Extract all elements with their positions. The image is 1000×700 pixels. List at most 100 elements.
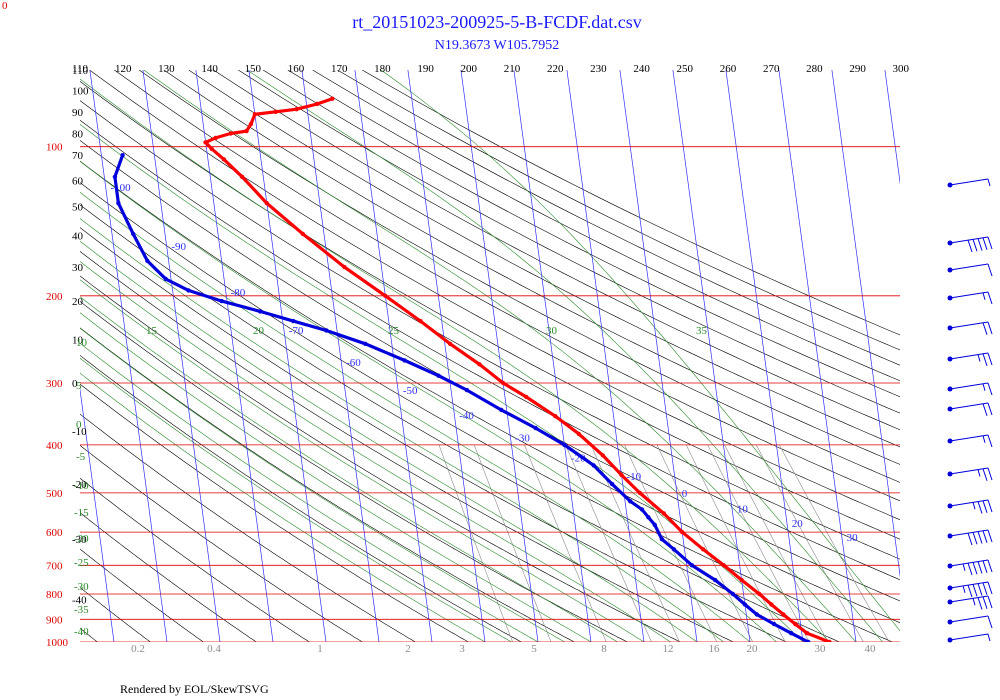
wind-barb-staff: [949, 434, 989, 442]
dewpoint-point: [628, 499, 633, 504]
wind-barb-feather: [977, 597, 983, 610]
dewpoint-point: [116, 201, 121, 206]
wind-barb-feather: [987, 499, 993, 513]
wind-barb-staff: [949, 467, 989, 475]
temperature-point: [203, 140, 208, 145]
wind-barb-feather: [967, 584, 973, 598]
dewpoint-point: [219, 298, 224, 304]
isotherm: [89, 70, 168, 642]
dewpoint-point: [652, 522, 657, 527]
wind-barb-staff: [949, 581, 989, 589]
mixing-ratio-label: 5: [531, 643, 537, 655]
wind-barb: [947, 178, 991, 188]
dewpoint-point: [659, 537, 665, 542]
isotherm-label: -20: [571, 452, 586, 464]
dewpoint-point: [291, 318, 296, 324]
isotherm: [301, 70, 380, 642]
mixing-ratio-label: 0.2: [131, 643, 145, 655]
theta-label: 140: [201, 63, 218, 75]
dry-adiabat: [80, 275, 681, 642]
wind-barb: [947, 263, 993, 277]
moist-adiabat: [80, 342, 539, 642]
isotherm-label: 30: [847, 532, 859, 544]
isotherm: [831, 70, 900, 578]
dry-adiabat: [188, 70, 900, 448]
corner-label: 0: [2, 0, 8, 12]
temperature-point: [827, 639, 832, 642]
temperature-point: [248, 121, 254, 127]
dry-adiabat: [80, 354, 522, 642]
dewpoint-point: [258, 309, 263, 314]
theta-left-label: 50: [72, 201, 84, 213]
theta-label: 240: [633, 63, 650, 75]
moist-adiabat-label: -40: [74, 626, 89, 638]
isotherm: [513, 70, 592, 642]
wind-barb-feather: [987, 382, 993, 396]
dry-adiabat: [80, 477, 310, 642]
dewpoint-point: [591, 463, 596, 468]
wind-barb: [947, 236, 993, 253]
theta-label: 110: [72, 63, 89, 75]
dewpoint-point: [689, 563, 695, 568]
theta-label: 200: [461, 63, 478, 75]
theta-left-label: 30: [72, 262, 84, 274]
wind-barb-feather: [972, 562, 978, 575]
dry-adiabat: [80, 512, 257, 642]
dry-adiabat: [80, 413, 416, 642]
wind-barb-feather: [982, 500, 988, 513]
wind-barb-half-feather: [982, 435, 986, 443]
isotherm-label: -70: [289, 325, 304, 337]
moist-adiabat-label: -20: [74, 533, 89, 545]
dry-adiabat: [80, 444, 363, 642]
wind-barb-feather: [987, 321, 993, 335]
wind-barb-half-feather: [972, 502, 976, 510]
wind-barb-staff: [949, 352, 989, 360]
theta-label: 300: [893, 63, 910, 75]
theta-left-label: 70: [72, 150, 84, 162]
wind-barb-feather: [987, 291, 993, 305]
theta-label: 190: [417, 63, 434, 75]
temperature-point: [553, 414, 558, 419]
wind-barb-feather: [967, 239, 973, 253]
mixing-ratio-line: [524, 444, 607, 642]
wind-barb: [947, 467, 993, 481]
wind-barb-feather: [987, 236, 993, 250]
wind-barb: [947, 321, 993, 335]
dry-adiabat: [80, 251, 734, 642]
temperature-point: [793, 621, 798, 627]
theta-label: 150: [245, 63, 262, 75]
temperature-point: [661, 511, 666, 516]
moist-adiabat: [80, 191, 751, 642]
moist-adiabat: [80, 261, 671, 642]
dewpoint-point: [789, 631, 794, 636]
isotherm-label: -100: [110, 182, 131, 194]
dry-adiabat: [80, 383, 469, 642]
wind-barb-feather: [972, 239, 978, 252]
dewpoint-point: [742, 602, 748, 607]
wind-barb-feather: [987, 595, 993, 609]
temperature-point: [239, 174, 245, 179]
theta-left-label: 40: [72, 230, 84, 242]
wind-barb-feather: [977, 583, 983, 596]
dewpoint-point: [533, 425, 538, 431]
temperature-point: [418, 318, 423, 324]
mixing-ratio-line: [724, 444, 829, 642]
dry-adiabat: [213, 70, 900, 431]
dry-adiabat: [114, 70, 900, 502]
isotherm-label: -60: [346, 357, 361, 369]
dry-adiabat: [80, 81, 900, 540]
dewpoint-point: [363, 341, 368, 346]
temperature-point: [680, 529, 685, 535]
dry-adiabat: [80, 587, 151, 642]
dry-adiabat: [80, 301, 628, 642]
dewpoint-point: [402, 358, 407, 363]
wind-barb-feather: [987, 615, 993, 629]
theta-label: 210: [504, 63, 521, 75]
isotherm: [0, 70, 61, 642]
wind-barb-staff: [949, 402, 989, 410]
wind-barb-half-feather: [962, 563, 966, 571]
wind-barb-staff: [949, 633, 989, 641]
moist-adiabat: [80, 357, 512, 642]
temperature-point: [244, 128, 249, 134]
